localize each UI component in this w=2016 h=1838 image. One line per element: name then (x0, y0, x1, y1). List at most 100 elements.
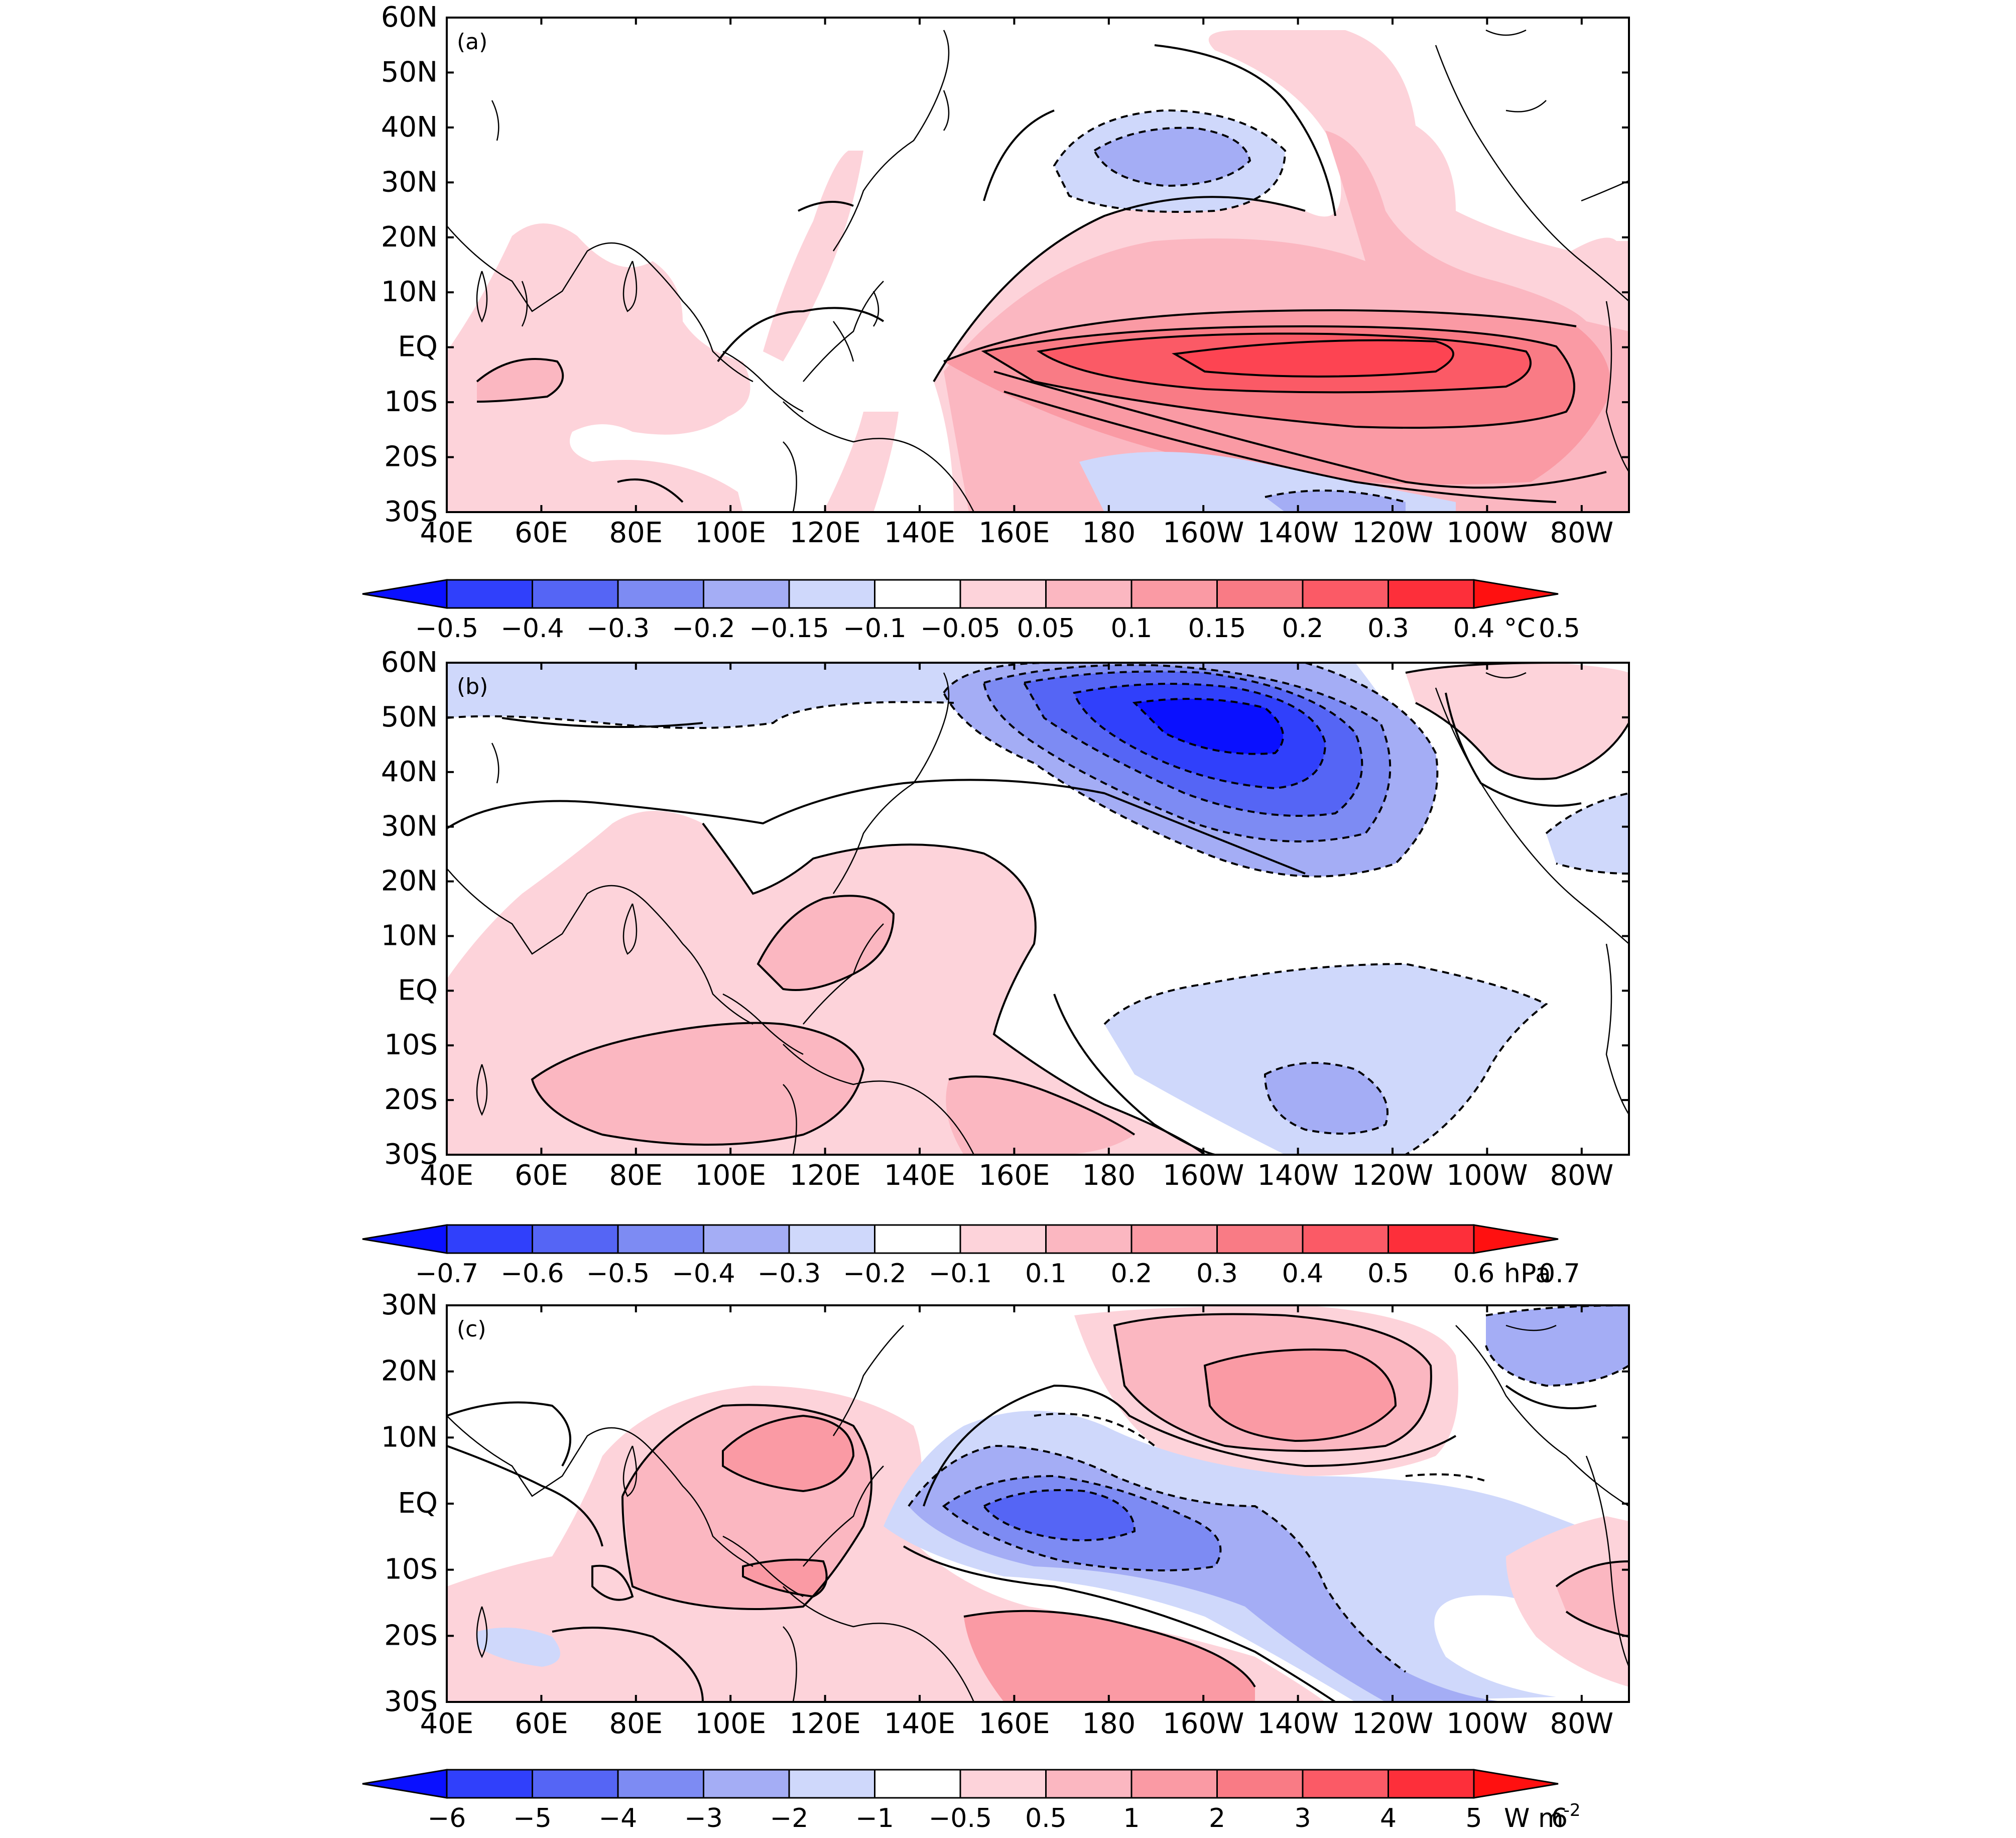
panel-c-map (447, 1305, 1629, 1702)
colorbar-box (1045, 579, 1132, 609)
colorbar-label: −1 (855, 1803, 894, 1833)
colorbar-label: −0.1 (929, 1259, 992, 1289)
colorbar-label: −0.2 (672, 614, 735, 644)
panel-c-lat-labels: 30N 20N 10N EQ 10S 20S 30S (381, 1289, 1629, 1718)
lat-tick-label: 10N (381, 276, 438, 308)
colorbar-label: −0.5 (415, 614, 478, 644)
panel-a-tag: (a) (457, 29, 487, 55)
lon-tick-label: 160E (978, 517, 1050, 549)
colorbar-label: 0.5 (1539, 614, 1580, 644)
colorbar-unit-superscript: -2 (1564, 1800, 1581, 1820)
colorbar-box (788, 1769, 875, 1799)
lon-tick-label: 80W (1550, 1159, 1613, 1192)
lon-tick-label: 140W (1257, 1707, 1338, 1740)
lon-tick-label: 40E (420, 1159, 474, 1192)
colorbar-box (874, 579, 961, 609)
panel-a-region-east-asia-strip (763, 151, 863, 361)
colorbar-label: 0.2 (1282, 614, 1324, 644)
lat-tick-label: 30S (384, 1685, 438, 1718)
colorbar-label: 6 (1551, 1803, 1568, 1833)
colorbar-unit: hPa (1504, 1259, 1551, 1289)
colorbar-box (1216, 1769, 1304, 1799)
colorbar-label: 3 (1294, 1803, 1311, 1833)
panel-a-colorbar: −0.5 −0.4 −0.3 −0.2 −0.15 −0.1 −0.05 0.05 0.1 0.1… (362, 579, 1580, 644)
lon-tick-label: 60E (515, 1707, 568, 1740)
lon-tick-label: 140E (884, 1159, 955, 1192)
lat-tick-label: 20S (384, 1619, 438, 1652)
panel-c-colorbar: −6 −5 −4 −3 −2 −1 −0.5 0.5 1 2 3 4 5 6W m-2 (362, 1769, 1581, 1833)
colorbar-box (1302, 579, 1389, 609)
colorbar-box (1388, 1224, 1475, 1254)
colorbar-box (1302, 1224, 1389, 1254)
colorbar-unit-text: W m (1504, 1803, 1564, 1833)
panel-b-region-australia-high (946, 1076, 1135, 1155)
panel-a-region-indian-ocean-warm (447, 223, 750, 512)
lon-tick-label: 120E (789, 1159, 860, 1192)
colorbar-box (788, 1224, 875, 1254)
panel-a-region-south-pacific-cold2 (1265, 491, 1406, 512)
panel-b-frame (446, 662, 1630, 1156)
panel-b-tag: (b) (457, 674, 488, 699)
lat-tick-label: 30N (381, 1289, 438, 1321)
lat-tick-label: EQ (398, 974, 438, 1007)
colorbar-box (1130, 579, 1218, 609)
lon-tick-label: 40E (420, 1707, 474, 1740)
colorbar-arrow-left (362, 1224, 448, 1254)
lon-tick-label: 40E (420, 517, 474, 549)
panel-c-region-east-pacific-warm2 (1556, 1561, 1629, 1637)
colorbar-label: −0.1 (843, 614, 906, 644)
colorbar-label: 0.05 (1017, 614, 1075, 644)
lon-tick-label: 80E (609, 517, 663, 549)
colorbar-label: −5 (513, 1803, 552, 1833)
lat-tick-label: 40N (381, 756, 438, 788)
colorbar-label: −0.4 (672, 1259, 735, 1289)
lat-tick-label: EQ (398, 331, 438, 363)
lon-tick-label: 160E (978, 1159, 1050, 1192)
colorbar-arrow-right (1473, 579, 1559, 609)
colorbar-box (532, 1224, 619, 1254)
lat-tick-label: 30S (384, 496, 438, 528)
panel-b-map (447, 663, 1629, 1155)
colorbar-box (1388, 1769, 1475, 1799)
lon-tick-label: 180 (1082, 1159, 1136, 1192)
colorbar-label: 0.7 (1539, 1259, 1580, 1289)
lat-tick-label: 20S (384, 1083, 438, 1116)
lat-tick-label: 60N (381, 1, 438, 34)
lon-tick-label: 120W (1352, 1159, 1433, 1192)
panel-b-colorbar: −0.7 −0.6 −0.5 −0.4 −0.3 −0.2 −0.1 0.1 0.2 0.3 0.4… (362, 1224, 1580, 1289)
panel-b-region-aleutian-low-5 (1135, 699, 1283, 754)
lon-tick-label: 140W (1257, 1159, 1338, 1192)
colorbar-box (446, 1769, 533, 1799)
lon-tick-label: 80E (609, 1707, 663, 1740)
lat-tick-label: 10N (381, 1421, 438, 1453)
colorbar-unit: W m-2 (1504, 1800, 1581, 1833)
panel-a: (a) 60N 50N 40N 30N 20N 10N EQ 10S 20S 30S 40E 60E… (362, 1, 1630, 644)
lat-tick-label: 30N (381, 810, 438, 843)
panel-a-region-indian-ocean-warm2 (477, 359, 563, 402)
panel-c-region-caribbean-cold (1486, 1305, 1629, 1386)
colorbar-box (959, 1224, 1047, 1254)
colorbar-box (703, 1769, 790, 1799)
panel-b-lat-labels: 60N 50N 40N 30N 20N 10N EQ 10S 20S 30S (381, 646, 1629, 1171)
lon-tick-label: 100W (1446, 517, 1528, 549)
panel-c-region-eq-cold-4 (984, 1490, 1135, 1540)
colorbar-box (617, 1769, 704, 1799)
lat-tick-label: 60N (381, 646, 438, 679)
colorbar-box (532, 1769, 619, 1799)
lon-tick-label: 100E (695, 1159, 766, 1192)
panel-c-tag: (c) (457, 1316, 486, 1342)
panel-a-region-enso-tongue-4 (1175, 340, 1453, 377)
colorbar-box (1045, 1224, 1132, 1254)
colorbar-label: −0.15 (749, 614, 829, 644)
lon-tick-label: 120E (789, 1707, 860, 1740)
panel-b-region-philippine-high (758, 896, 894, 990)
colorbar-label: 5 (1465, 1803, 1482, 1833)
colorbar-label: −2 (770, 1803, 809, 1833)
panel-c-region-maritime-warm2 (723, 1416, 853, 1491)
colorbar-label: −0.6 (500, 1259, 564, 1289)
colorbar-box (1388, 579, 1475, 609)
colorbar-box (617, 579, 704, 609)
colorbar-box (532, 579, 619, 609)
